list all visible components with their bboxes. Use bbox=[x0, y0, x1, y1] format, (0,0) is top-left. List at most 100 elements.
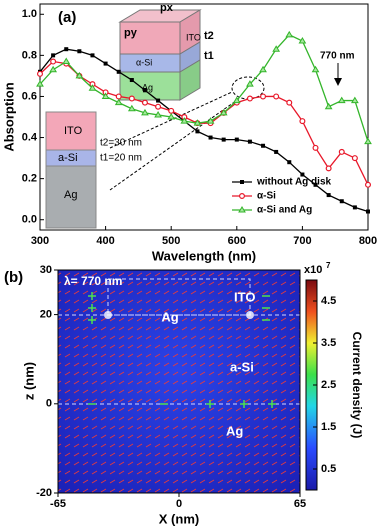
inset-label: Ag bbox=[142, 82, 153, 92]
y-tick-label: 0.6 bbox=[22, 90, 37, 102]
y-tick-label: 1.0 bbox=[22, 8, 37, 20]
marker bbox=[259, 65, 267, 73]
marker bbox=[247, 139, 252, 144]
annotation: a-Si bbox=[230, 359, 254, 374]
marker bbox=[36, 80, 44, 87]
marker bbox=[101, 92, 110, 99]
marker bbox=[324, 102, 333, 110]
y-tick-label: 0.8 bbox=[22, 49, 37, 61]
marker bbox=[350, 96, 359, 104]
x-tick-label: -65 bbox=[50, 498, 66, 510]
y-tick-label: -20 bbox=[36, 487, 52, 499]
field-arrows bbox=[58, 270, 300, 493]
hotspot bbox=[246, 311, 254, 319]
marker bbox=[287, 160, 292, 165]
y-tick-label: 0.2 bbox=[22, 173, 37, 185]
marker bbox=[352, 205, 357, 210]
marker bbox=[326, 193, 331, 198]
marker bbox=[325, 165, 332, 172]
inset-label: t1 bbox=[204, 50, 214, 62]
unit-cell-inset: px py ITO t2 t1 α-Si Ag bbox=[118, 2, 214, 101]
annotation: 770 nm bbox=[320, 51, 355, 62]
marker bbox=[64, 47, 69, 52]
marker bbox=[156, 98, 161, 103]
inset-label: py bbox=[124, 27, 138, 39]
marker bbox=[286, 99, 293, 106]
marker bbox=[103, 61, 108, 66]
marker bbox=[365, 181, 372, 188]
marker bbox=[261, 143, 266, 148]
series-line bbox=[39, 48, 369, 213]
marker bbox=[312, 144, 319, 151]
colorbar-unit: x10 bbox=[304, 264, 322, 276]
x-tick-label: 800 bbox=[359, 235, 377, 247]
marker bbox=[155, 103, 162, 110]
x-tick-label: 500 bbox=[162, 235, 180, 247]
legend-label: without Ag disk bbox=[256, 177, 332, 188]
marker bbox=[285, 30, 294, 38]
marker bbox=[234, 137, 239, 142]
annotation: λ= 770 nm bbox=[64, 274, 122, 288]
marker bbox=[62, 57, 71, 65]
x-tick-label: 65 bbox=[294, 498, 306, 510]
marker bbox=[116, 69, 121, 74]
marker bbox=[90, 53, 95, 58]
marker bbox=[366, 209, 370, 214]
plot-frame bbox=[39, 3, 369, 231]
hotspot bbox=[104, 311, 112, 319]
marker bbox=[168, 107, 175, 114]
marker bbox=[50, 58, 57, 65]
marker bbox=[274, 149, 279, 154]
marker bbox=[338, 148, 345, 155]
marker bbox=[51, 53, 56, 58]
x-tick-label: 700 bbox=[293, 235, 311, 247]
marker bbox=[260, 93, 267, 100]
inset-label: Ag bbox=[64, 189, 77, 201]
marker bbox=[141, 108, 149, 116]
panel-label: (a) bbox=[58, 9, 76, 26]
layer-inset: ITO a-Si Ag t2=30 nm t1=20 nm bbox=[45, 111, 142, 229]
x-axis-label: X (nm) bbox=[159, 511, 199, 526]
charge-marker bbox=[88, 292, 276, 408]
marker bbox=[141, 99, 148, 106]
inset-label: ITO bbox=[64, 125, 83, 137]
y-tick-label: 20 bbox=[40, 309, 52, 321]
marker bbox=[219, 108, 228, 116]
marker bbox=[115, 93, 122, 100]
inset-label: α-Si bbox=[136, 57, 152, 67]
legend-marker bbox=[239, 193, 246, 200]
inset-label: t2 bbox=[204, 30, 214, 42]
legend-label: α-Si and Ag bbox=[257, 205, 312, 216]
colorbar-label: Current density (J) bbox=[350, 332, 364, 439]
marker bbox=[246, 95, 253, 102]
annotation-arrow bbox=[334, 78, 342, 86]
inset-label: t1=20 nm bbox=[100, 153, 142, 164]
marker bbox=[128, 95, 135, 102]
marker bbox=[49, 65, 58, 73]
marker bbox=[180, 117, 189, 124]
marker bbox=[351, 155, 358, 162]
inset-label: px bbox=[160, 2, 174, 14]
colorbar-tick-label: 0.5 bbox=[321, 463, 336, 475]
y-tick-label: 0.4 bbox=[22, 131, 38, 143]
y-axis-label: Absorption bbox=[1, 82, 16, 151]
y-tick-label: 0 bbox=[46, 398, 52, 410]
x-tick-label: 600 bbox=[228, 235, 246, 247]
marker bbox=[300, 172, 305, 177]
marker bbox=[154, 110, 162, 118]
x-tick-label: 300 bbox=[31, 235, 49, 247]
marker bbox=[167, 113, 176, 120]
marker bbox=[339, 199, 344, 204]
x-tick-label: 400 bbox=[96, 235, 114, 247]
colorbar-tick-label: 1.5 bbox=[321, 421, 336, 433]
marker bbox=[142, 88, 147, 93]
legend-label: α-Si bbox=[257, 191, 276, 202]
marker bbox=[221, 137, 226, 142]
marker bbox=[337, 96, 346, 104]
marker bbox=[272, 45, 281, 52]
marker bbox=[208, 135, 213, 140]
marker bbox=[364, 137, 372, 145]
annotation: ITO bbox=[234, 289, 255, 304]
marker bbox=[127, 104, 136, 112]
x-tick-label: 0 bbox=[176, 498, 182, 510]
